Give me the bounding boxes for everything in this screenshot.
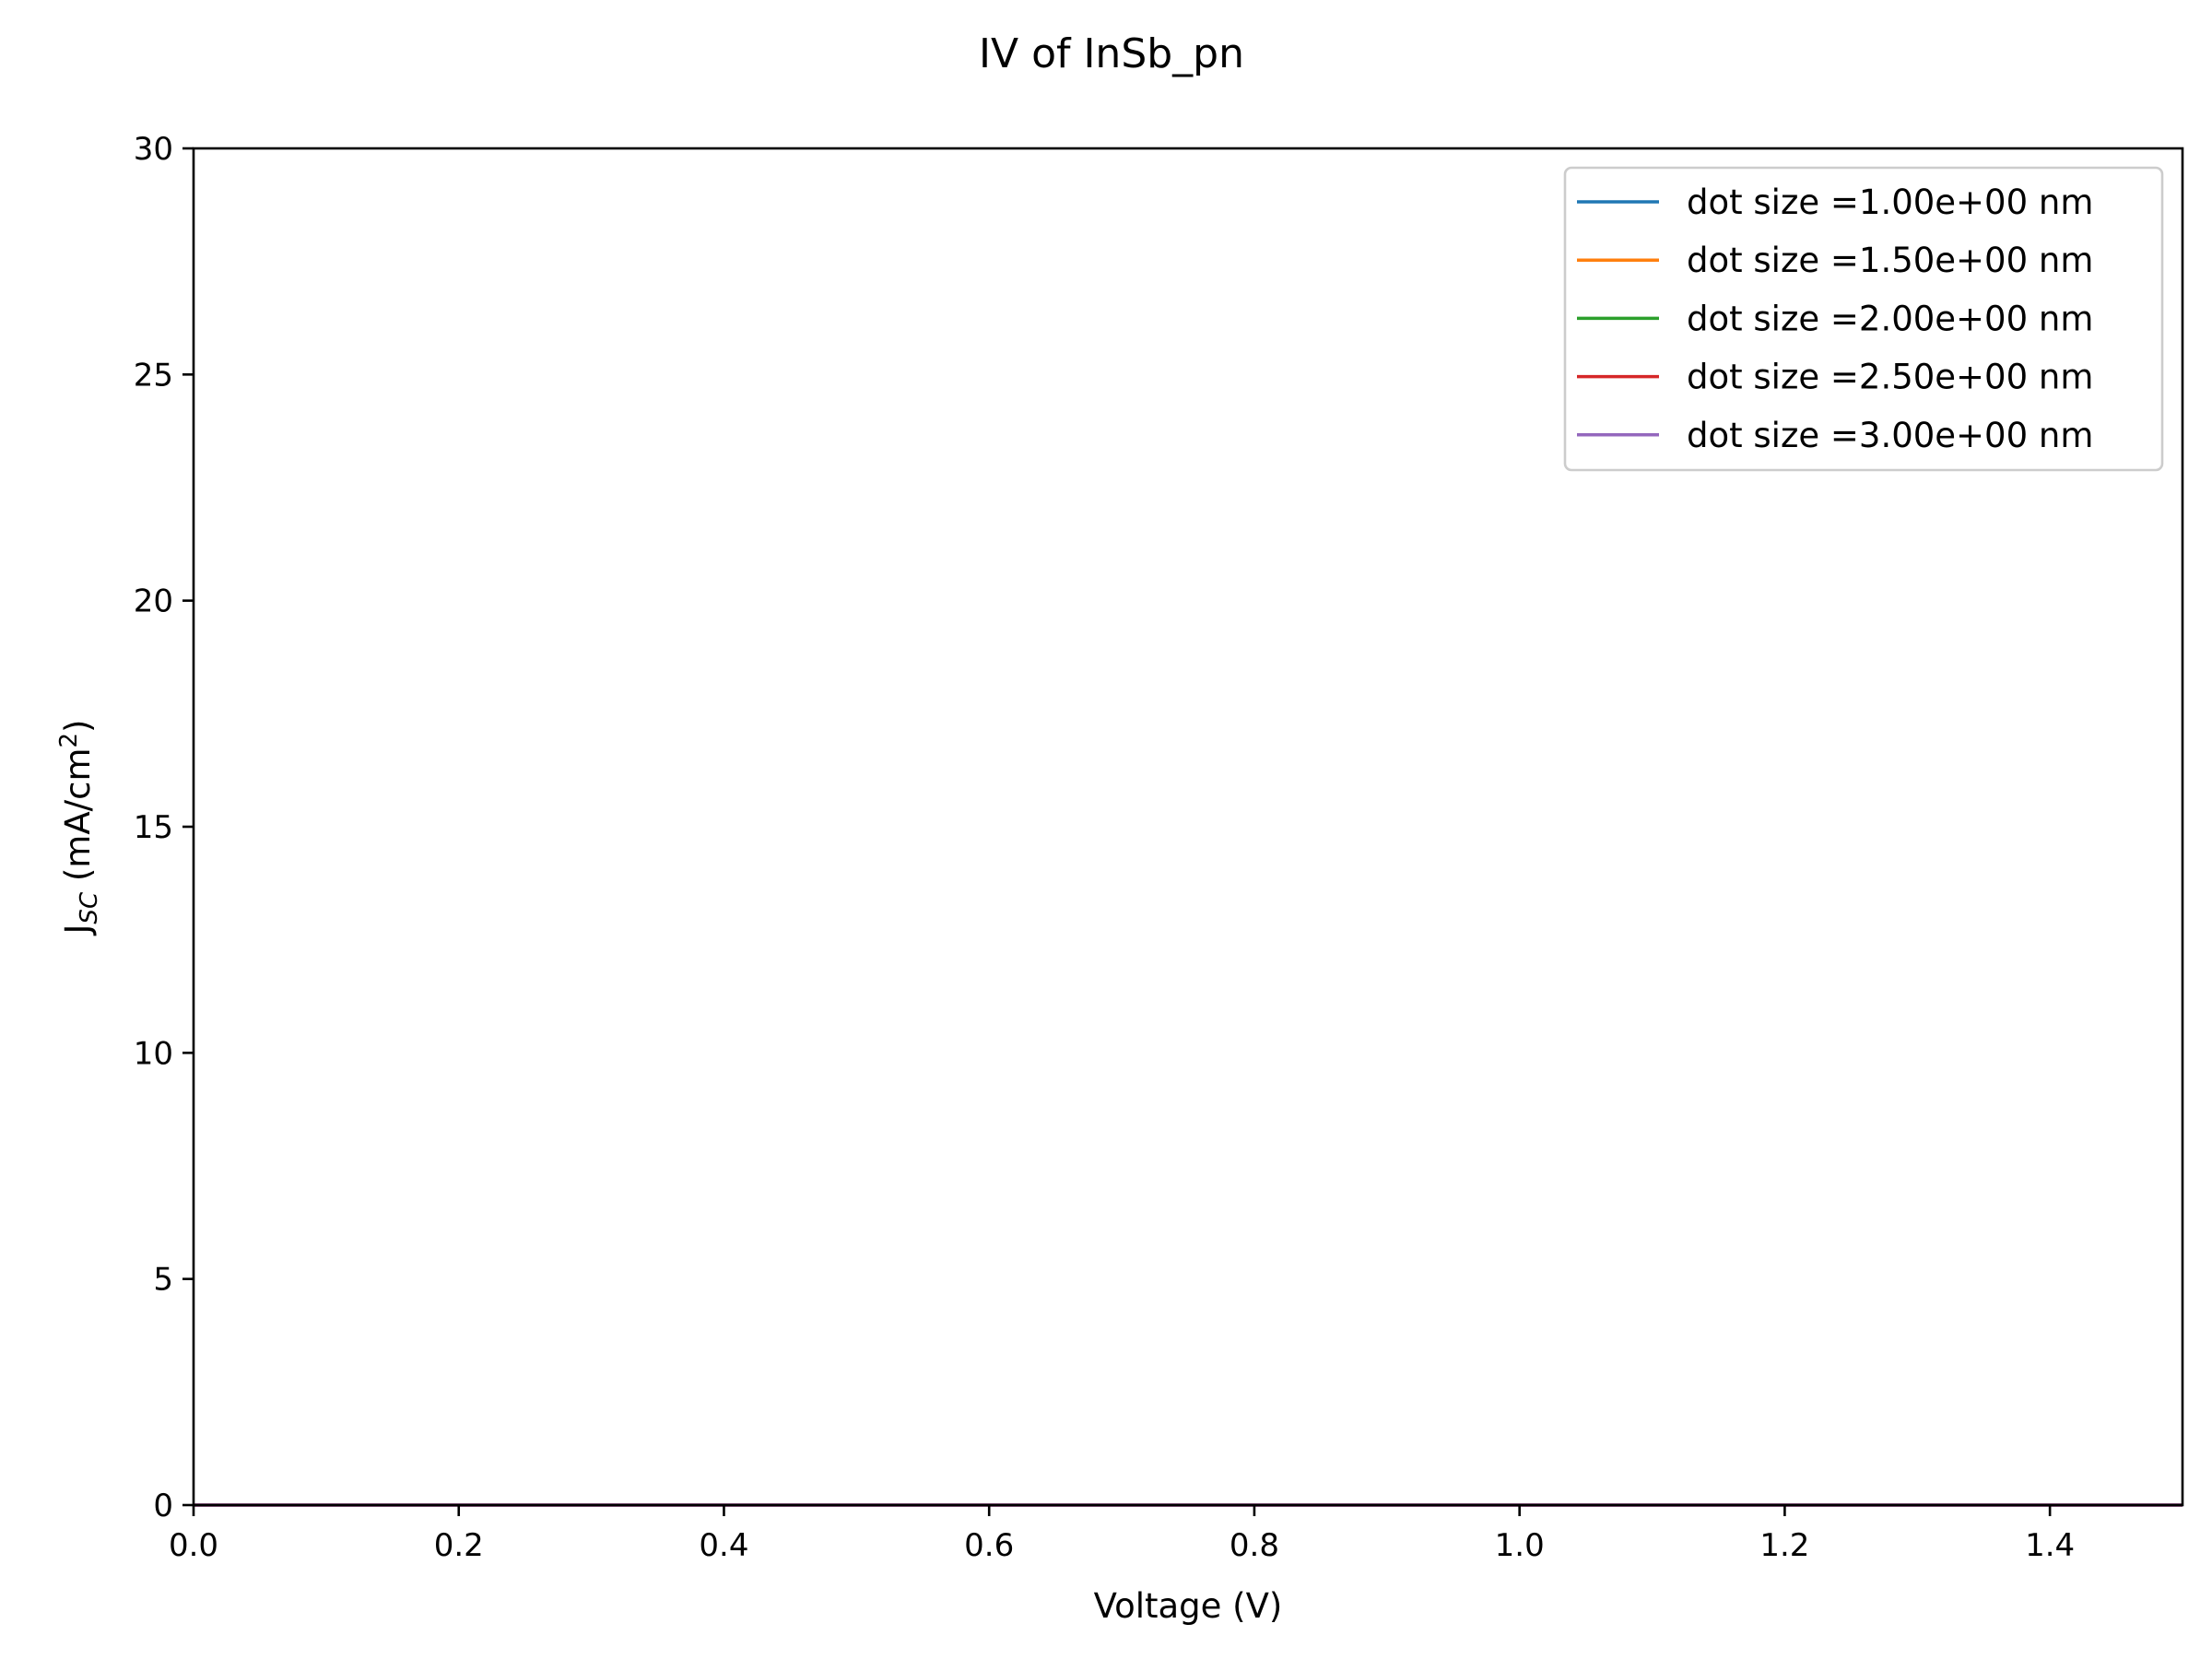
- legend-label-5: dot size =3.00e+00 nm: [1687, 416, 2093, 455]
- x-tick-label: 1.2: [1759, 1527, 1809, 1564]
- y-axis-title: JSC (mA/cm2): [55, 720, 103, 936]
- y-tick-label: 15: [134, 809, 173, 846]
- y-tick-label: 30: [134, 131, 173, 168]
- x-tick-label: 0.4: [699, 1527, 748, 1564]
- x-tick-label: 0.0: [169, 1527, 218, 1564]
- x-tick-label: 0.6: [964, 1527, 1014, 1564]
- legend-box: [1563, 166, 2164, 472]
- y-axis-title-subscript: SC: [76, 891, 103, 924]
- x-tick-label: 0.2: [434, 1527, 484, 1564]
- legend-label-1: dot size =1.00e+00 nm: [1687, 182, 2093, 222]
- legend: dot size =1.00e+00 nm dot size =1.50e+00 …: [1563, 166, 2164, 472]
- y-axis-title-unit-prefix: (mA/cm: [58, 747, 98, 891]
- x-tick-label: 1.0: [1495, 1527, 1545, 1564]
- plot-area-frame: [192, 147, 2184, 1507]
- x-tick-label: 0.8: [1230, 1527, 1279, 1564]
- y-axis-title-main: J: [58, 924, 98, 936]
- legend-entries: dot size =1.00e+00 nm dot size =1.50e+00 …: [1577, 182, 2093, 455]
- y-tick-label: 10: [134, 1035, 173, 1072]
- x-tick-label: 1.4: [2025, 1527, 2075, 1564]
- y-axis-ticks: 0 5 10 15 20 25 30: [134, 131, 194, 1524]
- y-tick-label: 0: [153, 1488, 173, 1524]
- y-axis-title-unit-superscript: 2: [55, 733, 83, 748]
- legend-label-3: dot size =2.00e+00 nm: [1687, 299, 2093, 338]
- y-axis-title-unit-suffix: ): [58, 720, 98, 733]
- chart-title: IV of InSb_pn: [979, 30, 1244, 77]
- legend-label-2: dot size =1.50e+00 nm: [1687, 241, 2093, 280]
- legend-label-4: dot size =2.50e+00 nm: [1687, 358, 2093, 397]
- x-axis-title: Voltage (V): [1094, 1586, 1283, 1626]
- y-tick-label: 25: [134, 357, 173, 394]
- y-tick-label: 5: [153, 1262, 173, 1299]
- x-axis-ticks: 0.0 0.2 0.4 0.6 0.8 1.0 1.2 1.4: [169, 1505, 2075, 1564]
- y-tick-label: 20: [134, 583, 173, 620]
